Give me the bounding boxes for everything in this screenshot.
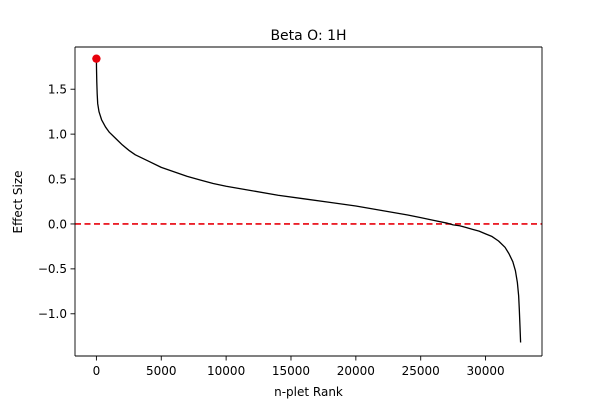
y-tick-label: −1.0 (38, 307, 67, 321)
plot-area (75, 54, 542, 343)
axes: 0 5000 10000 15000 20000 25000 30000 −1.0 −0.5 0.… (38, 46, 543, 378)
chart-title: Beta O: 1H (270, 28, 346, 44)
y-tick-label: 0.5 (48, 172, 67, 186)
x-tick-label: 5000 (146, 364, 177, 378)
y-tick-label: 0.0 (48, 217, 67, 231)
x-tick-label: 0 (93, 364, 101, 378)
x-tick-label: 15000 (272, 364, 310, 378)
x-tick-label: 30000 (466, 364, 504, 378)
y-tick-label: 1.0 (48, 127, 67, 141)
y-tick-label: −0.5 (38, 262, 67, 276)
highlight-point (92, 54, 101, 63)
x-tick-label: 25000 (402, 364, 440, 378)
x-axis-label: n-plet Rank (274, 385, 343, 399)
x-tick-label: 10000 (207, 364, 245, 378)
series-line-0 (95, 58, 522, 343)
y-tick-label: 1.5 (48, 83, 67, 97)
x-tick-label: 20000 (337, 364, 375, 378)
y-axis-label: Effect Size (11, 171, 25, 234)
